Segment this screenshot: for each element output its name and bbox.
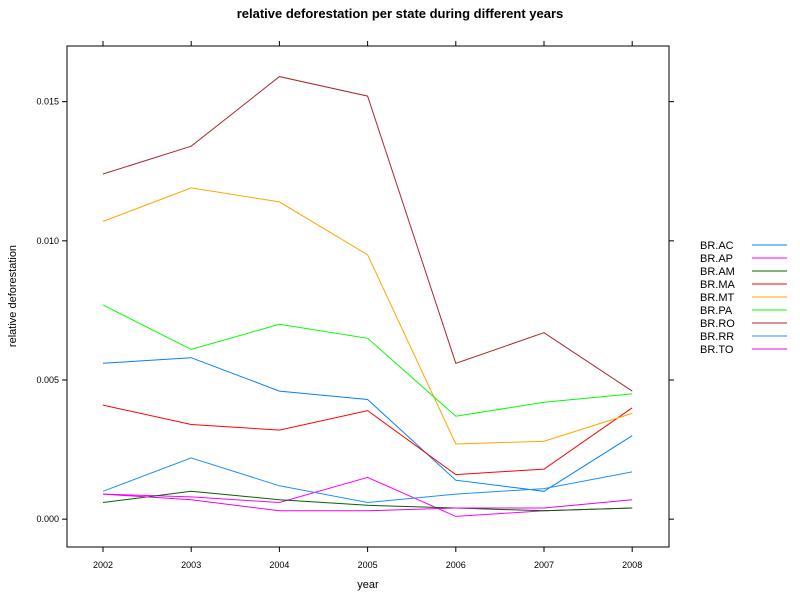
- series-line-br-pa: [102, 304, 633, 417]
- y-tick-label: 0.010: [36, 236, 59, 246]
- legend-label: BR.AP: [700, 253, 733, 265]
- legend-label: BR.MT: [700, 292, 735, 304]
- series-line-br-ro: [102, 76, 633, 392]
- y-axis: 0.000 0.005 0.010 0.015: [36, 97, 674, 524]
- x-tick-label: 2006: [446, 560, 466, 570]
- y-tick-label: 0.005: [36, 375, 59, 385]
- x-tick-label: 2002: [93, 560, 113, 570]
- x-tick-label: 2004: [269, 560, 289, 570]
- x-axis-label: year: [357, 579, 379, 591]
- legend-label: BR.RO: [700, 318, 735, 330]
- legend-label: BR.AM: [700, 266, 735, 278]
- series-line-br-am: [102, 490, 633, 512]
- y-tick-label: 0.000: [36, 514, 59, 524]
- x-tick-label: 2007: [534, 560, 554, 570]
- legend-label: BR.RR: [700, 331, 734, 343]
- legend-label: BR.MA: [700, 279, 736, 291]
- legend-label: BR.TO: [700, 344, 734, 356]
- x-tick-label: 2005: [358, 560, 378, 570]
- series-lines: [102, 76, 633, 517]
- plot-frame: [66, 45, 670, 548]
- legend: BR.ACBR.APBR.AMBR.MABR.MTBR.PABR.ROBR.RR…: [700, 240, 787, 356]
- series-line-br-ac: [102, 357, 633, 492]
- x-tick-label: 2003: [181, 560, 201, 570]
- series-line-br-mt: [102, 187, 633, 445]
- series-line-br-to: [102, 493, 633, 512]
- legend-label: BR.AC: [700, 240, 734, 252]
- y-axis-label: relative deforestation: [7, 245, 19, 347]
- y-tick-label: 0.015: [36, 97, 59, 107]
- x-axis: 2002 2003 2004 2005 2006 2007 2008: [93, 41, 642, 570]
- series-line-br-ma: [102, 404, 633, 476]
- legend-label: BR.PA: [700, 305, 733, 317]
- series-line-br-rr: [102, 457, 633, 504]
- chart-title: relative deforestation per state during …: [237, 6, 564, 21]
- x-tick-label: 2008: [622, 560, 642, 570]
